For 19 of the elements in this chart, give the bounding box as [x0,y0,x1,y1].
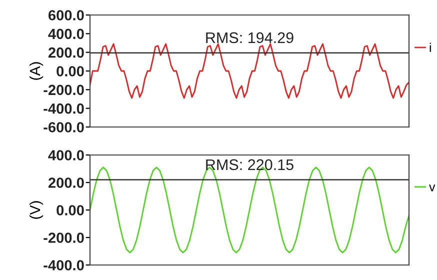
ref-line-label: RMS: 220.15 [206,159,294,170]
y-tick-label: -600.0 [44,122,84,132]
y-tick-label: 0.00 [56,66,84,76]
y-tick-label: 400.0 [48,150,84,160]
y-axis-title: (A) [30,62,44,80]
line-series [90,43,409,99]
y-tick-label: -200.0 [44,84,84,96]
y-tick-label: -200.0 [44,232,84,243]
legend-label: v [429,184,436,192]
ref-line-label: RMS: 194.29 [206,32,294,44]
y-tick-label: 200.0 [48,47,84,58]
y-tick-label: -400.0 [44,103,84,114]
legend-label: i [430,42,431,52]
y-tick-label: 600.0 [48,10,84,20]
y-tick-label: 200.0 [48,178,84,188]
y-tick-label: 400.0 [48,28,84,40]
y-tick-label: 0.00 [56,205,84,216]
y-axis-title: (V) [30,201,44,219]
y-tick-label: -400.0 [44,260,84,270]
